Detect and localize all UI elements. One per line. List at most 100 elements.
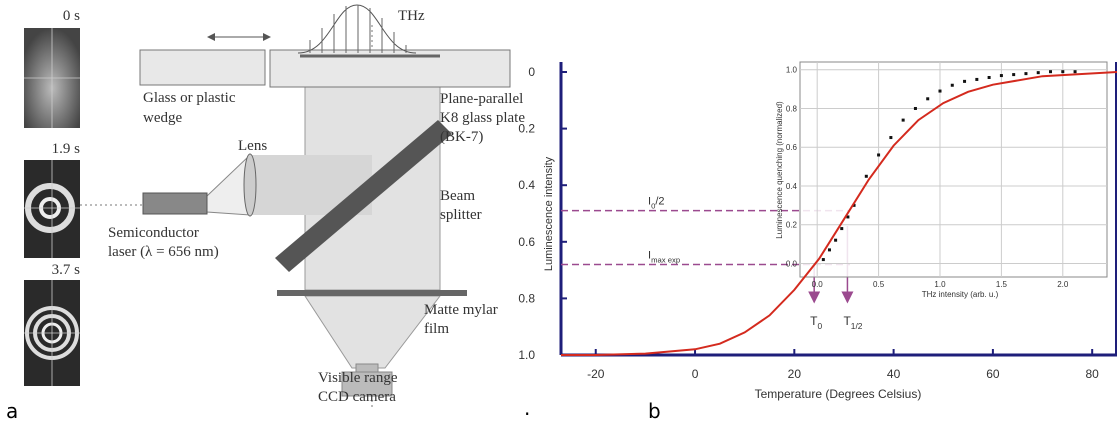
label: (BK-7) [440, 129, 483, 145]
y-tick-label: 0.8 [786, 104, 798, 113]
annotation: T0 [810, 314, 822, 331]
annotation: Imax exp [648, 249, 680, 264]
point [821, 258, 825, 262]
frame-label: 1.9 s [52, 141, 81, 157]
point [852, 203, 856, 207]
camera [341, 371, 393, 397]
x-axis-title: Temperature (Degrees Celsius) [755, 387, 922, 401]
point [827, 248, 831, 252]
inset-frame [799, 61, 1108, 278]
label: THz [398, 8, 425, 24]
annotation-sub: 0 [818, 321, 823, 331]
label: wedge [143, 110, 182, 126]
label: Glass or plastic [143, 90, 236, 106]
point [1024, 72, 1028, 76]
x-tick-label: 0 [692, 367, 699, 381]
label: Lens [238, 138, 267, 154]
point [950, 83, 954, 87]
point [834, 238, 838, 242]
wedge [139, 49, 266, 86]
beam-splitter [275, 120, 452, 272]
label: film [424, 321, 449, 337]
label: Beam [440, 188, 475, 204]
x-tick-label: 0.5 [873, 280, 885, 289]
point [913, 106, 917, 110]
point [987, 75, 991, 79]
annotation-text: T [810, 314, 818, 328]
x-tick-label: 80 [1085, 367, 1099, 381]
x-tick-label: 2.0 [1057, 280, 1069, 289]
x-axis-title: THz intensity (arb. u.) [922, 290, 999, 299]
x-tick-label: 0.0 [812, 280, 824, 289]
point [1061, 70, 1065, 74]
annotation: I0/2 [648, 196, 665, 211]
annotation-text: /2 [655, 196, 664, 208]
annotation-text: I [648, 249, 651, 261]
panel-label: b [648, 399, 661, 423]
label: splitter [440, 207, 482, 223]
y-tick-label: 0.4 [518, 178, 535, 192]
crosshair [24, 28, 80, 386]
y-tick-label: 0.6 [786, 143, 798, 152]
point [846, 215, 850, 219]
label: Visible range [318, 370, 398, 386]
y-tick-label: 0.8 [518, 291, 535, 305]
point [901, 118, 905, 122]
annotation-sub: 1/2 [851, 321, 863, 331]
line-series [561, 71, 1118, 356]
panel-a: 0 s 1.9 s 3.7 s THz Glass or plastic wed… [24, 4, 525, 410]
x-tick-label: 40 [887, 367, 901, 381]
y-tick-label: 1.0 [518, 348, 535, 362]
panel-b: 0 0.2 0.4 0.6 0.8 1.0 -20 0 20 40 60 80 Temperature … [518, 61, 1118, 401]
x-tick-label: 1.5 [996, 280, 1008, 289]
point [840, 227, 844, 231]
label: CCD camera [318, 389, 396, 405]
label: Semiconductor [108, 225, 199, 241]
annotation-text: T [843, 314, 851, 328]
y-tick-label: 1.0 [786, 66, 798, 75]
x-tick-label: 20 [788, 367, 802, 381]
mylar-film [277, 290, 467, 296]
point [1049, 70, 1053, 74]
label: Matte mylar [424, 302, 498, 318]
point [975, 77, 979, 81]
annotation-sub: max exp [651, 255, 680, 264]
y-tick-label: 0.4 [786, 182, 798, 191]
frame-label: 0 s [63, 8, 80, 24]
y-tick-label: 0 [528, 65, 535, 79]
point [1012, 73, 1016, 77]
beam [250, 155, 372, 215]
laser [142, 192, 208, 215]
point [889, 136, 893, 140]
point [926, 97, 930, 101]
x-tick-label: 60 [986, 367, 1000, 381]
point [1036, 71, 1040, 75]
point [963, 79, 967, 83]
point [1073, 70, 1077, 74]
y-tick-label: 0.6 [518, 235, 535, 249]
point [864, 174, 868, 178]
label: Plane-parallel [440, 91, 523, 107]
annotation-sub: 0 [651, 202, 655, 211]
point [999, 74, 1003, 78]
y-axis-title: Luminescence quenching (normalized) [775, 101, 784, 239]
panel-label: a [6, 399, 18, 423]
y-axis-title: Luminescence intensity [543, 156, 555, 271]
y-tick-label: 0.2 [518, 122, 535, 136]
panel-label: . [524, 396, 530, 420]
frame-label: 3.7 s [52, 262, 81, 278]
point [938, 89, 942, 93]
x-tick-label: 1.0 [934, 280, 946, 289]
y-tick-label: 0.2 [786, 221, 798, 230]
thz-pulse [309, 5, 407, 53]
annotation: T1/2 [843, 314, 862, 331]
label: laser (λ = 656 nm) [108, 244, 219, 260]
thz-pulse [297, 4, 417, 54]
x-tick-label: -20 [587, 367, 605, 381]
camera-cone [304, 295, 442, 369]
y-tick-label: 0.0 [786, 259, 798, 268]
label: K8 glass plate [440, 110, 525, 126]
lens [243, 153, 257, 217]
point [877, 153, 881, 157]
